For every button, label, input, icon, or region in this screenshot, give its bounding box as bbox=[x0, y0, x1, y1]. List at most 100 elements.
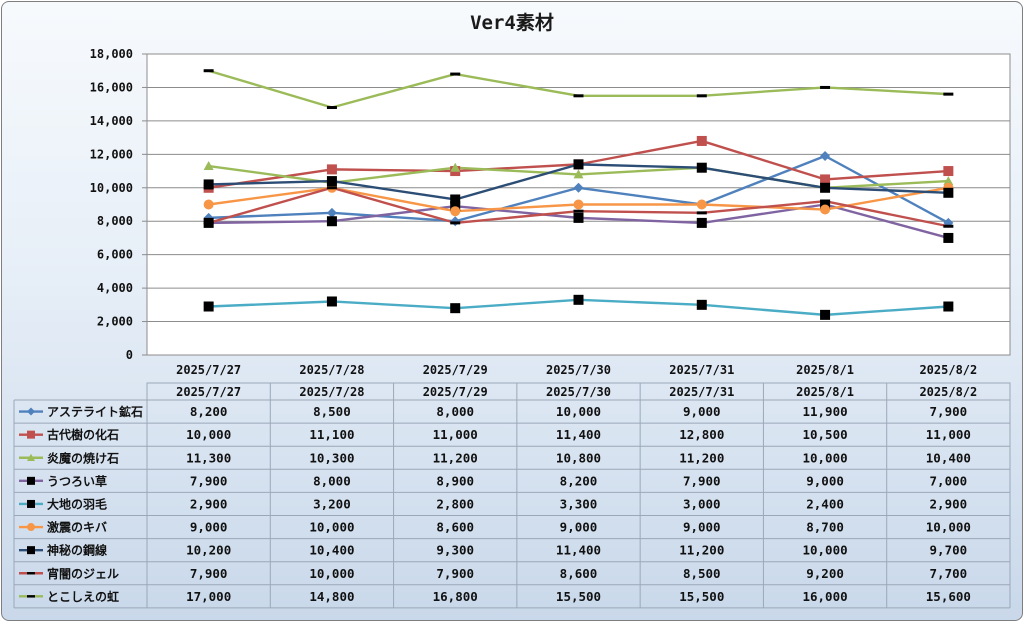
table-cell: 14,800 bbox=[309, 589, 354, 604]
data-point bbox=[27, 523, 35, 532]
table-cell: 11,200 bbox=[679, 450, 724, 465]
table-cell: 9,000 bbox=[806, 473, 844, 488]
table-cell: 8,200 bbox=[560, 473, 598, 488]
data-point bbox=[943, 301, 954, 312]
data-point bbox=[203, 301, 214, 312]
table-cell: 8,000 bbox=[313, 473, 351, 488]
data-point bbox=[27, 407, 35, 416]
data-point bbox=[573, 212, 584, 223]
data-point bbox=[450, 162, 461, 172]
table-cell: 9,700 bbox=[930, 543, 968, 558]
series-label: アステライト鉱石 bbox=[47, 404, 143, 419]
table-cell: 3,000 bbox=[683, 496, 721, 511]
table-cell: 17,000 bbox=[186, 589, 231, 604]
data-point bbox=[326, 207, 337, 218]
data-point bbox=[203, 69, 214, 73]
data-point bbox=[27, 499, 35, 508]
data-point bbox=[943, 92, 954, 96]
table-cell: 2,900 bbox=[190, 496, 228, 511]
x-tick-label: 2025/8/2 bbox=[919, 363, 977, 377]
table-cell: 16,000 bbox=[802, 589, 847, 604]
table-cell: 10,000 bbox=[926, 520, 971, 535]
data-point bbox=[27, 476, 35, 485]
table-cell: 2,400 bbox=[806, 496, 844, 511]
x-tick-label: 2025/7/31 bbox=[669, 363, 734, 377]
table-cell: 8,000 bbox=[436, 404, 474, 419]
data-point bbox=[696, 94, 707, 98]
data-point bbox=[820, 199, 831, 203]
table-cell: 12,800 bbox=[679, 427, 724, 442]
y-tick-label: 12,000 bbox=[90, 147, 133, 161]
data-point bbox=[696, 162, 707, 173]
chart-title: Ver4素材 bbox=[470, 12, 554, 34]
data-point bbox=[696, 217, 707, 228]
data-point bbox=[820, 204, 831, 215]
table-cell: 7,700 bbox=[930, 566, 968, 581]
data-point bbox=[573, 199, 584, 210]
series-label: 激震のキバ bbox=[47, 520, 107, 535]
x-tick-label: 2025/7/29 bbox=[423, 363, 488, 377]
table-cell: 16,800 bbox=[433, 589, 478, 604]
data-point bbox=[696, 211, 707, 215]
table-cell: 8,600 bbox=[560, 566, 598, 581]
data-point bbox=[450, 201, 461, 212]
table-cell: 7,900 bbox=[930, 404, 968, 419]
data-point bbox=[450, 72, 461, 76]
data-point bbox=[573, 182, 584, 193]
series-label: 古代樹の化石 bbox=[47, 427, 119, 442]
data-point bbox=[943, 224, 954, 228]
data-point bbox=[820, 151, 831, 162]
table-cell: 3,300 bbox=[560, 496, 598, 511]
data-point bbox=[943, 187, 954, 198]
table-cell: 8,500 bbox=[313, 404, 351, 419]
data-point bbox=[450, 194, 461, 205]
data-point bbox=[326, 106, 337, 110]
data-point bbox=[450, 206, 461, 217]
table-cell: 10,400 bbox=[309, 543, 354, 558]
data-point bbox=[573, 159, 584, 170]
data-point bbox=[573, 209, 584, 213]
table-cell: 11,000 bbox=[926, 427, 971, 442]
data-point bbox=[203, 161, 214, 171]
table-header-cell: 2025/7/29 bbox=[423, 385, 488, 399]
table-cell: 11,100 bbox=[309, 427, 354, 442]
data-point bbox=[696, 135, 707, 146]
data-point bbox=[573, 94, 584, 98]
y-tick-label: 2,000 bbox=[97, 315, 133, 329]
table-cell: 9,000 bbox=[190, 520, 228, 535]
table-cell: 10,000 bbox=[309, 566, 354, 581]
y-tick-label: 10,000 bbox=[90, 181, 133, 195]
y-tick-label: 16,000 bbox=[90, 80, 133, 94]
table-cell: 15,600 bbox=[926, 589, 971, 604]
data-point bbox=[696, 299, 707, 310]
series-label: 大地の羽毛 bbox=[47, 496, 107, 511]
table-cell: 10,000 bbox=[802, 543, 847, 558]
table-cell: 11,400 bbox=[556, 543, 601, 558]
table-header-cell: 2025/7/30 bbox=[546, 385, 611, 399]
y-tick-label: 0 bbox=[126, 348, 133, 362]
table-cell: 11,000 bbox=[433, 427, 478, 442]
table-cell: 10,500 bbox=[802, 427, 847, 442]
table-cell: 15,500 bbox=[556, 589, 601, 604]
x-tick-label: 2025/7/28 bbox=[299, 363, 364, 377]
data-point bbox=[820, 199, 831, 210]
y-tick-label: 6,000 bbox=[97, 248, 133, 262]
table-cell: 11,200 bbox=[433, 450, 478, 465]
data-point bbox=[27, 453, 35, 461]
table-header-cell: 2025/7/27 bbox=[176, 385, 241, 399]
x-tick-label: 2025/8/1 bbox=[796, 363, 854, 377]
x-tick-label: 2025/7/30 bbox=[546, 363, 611, 377]
y-tick-label: 4,000 bbox=[97, 281, 133, 295]
table-cell: 11,300 bbox=[186, 450, 231, 465]
data-point bbox=[450, 303, 461, 314]
table-cell: 9,300 bbox=[436, 543, 474, 558]
table-cell: 9,000 bbox=[683, 404, 721, 419]
data-point bbox=[943, 166, 954, 177]
table-cell: 8,900 bbox=[436, 473, 474, 488]
table-header-cell: 2025/7/31 bbox=[669, 385, 734, 399]
data-point bbox=[573, 169, 584, 179]
table-cell: 8,600 bbox=[436, 520, 474, 535]
data-point bbox=[943, 232, 954, 243]
y-tick-label: 8,000 bbox=[97, 214, 133, 228]
table-cell: 11,400 bbox=[556, 427, 601, 442]
